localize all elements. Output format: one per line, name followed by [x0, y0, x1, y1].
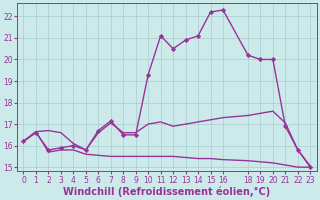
X-axis label: Windchill (Refroidissement éolien,°C): Windchill (Refroidissement éolien,°C) [63, 186, 270, 197]
